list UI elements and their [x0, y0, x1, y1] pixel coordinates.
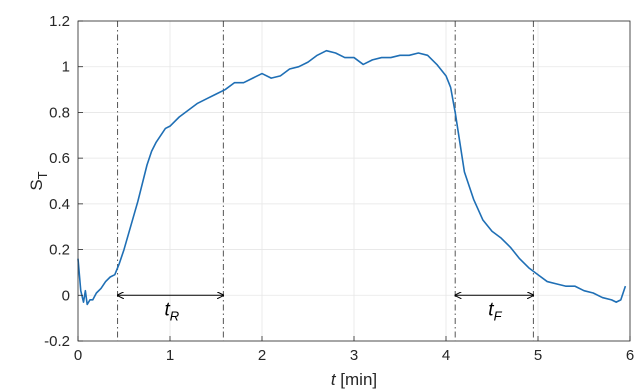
y-tick-label: 0 — [62, 287, 70, 304]
interval-label: tF — [488, 299, 502, 323]
interval-label: tR — [164, 299, 179, 323]
y-axis-label-sub: T — [35, 171, 50, 179]
y-tick-label: 1 — [62, 59, 70, 76]
interval-label-main: t — [164, 299, 170, 320]
x-tick-label: 5 — [534, 347, 542, 364]
x-tick-label: 0 — [74, 347, 82, 364]
annotations: tR tF — [118, 295, 534, 323]
y-tick-label: 1.2 — [49, 13, 70, 30]
series-line — [77, 49, 627, 306]
x-axis-label: t [min] — [331, 370, 377, 389]
x-axis-label-var: t — [331, 370, 337, 389]
y-tick-label: 0.6 — [49, 150, 70, 167]
x-tick-label: 4 — [442, 347, 450, 364]
x-tick-label: 1 — [166, 347, 174, 364]
x-tick-label: 3 — [350, 347, 358, 364]
y-tick-label: -0.2 — [44, 333, 70, 350]
x-tick-label: 2 — [258, 347, 266, 364]
y-axis-label-main: S — [27, 179, 46, 190]
x-axis-label-unit: [min] — [336, 370, 378, 389]
interval-label-sub: R — [170, 308, 179, 323]
vertical-markers — [117, 21, 534, 341]
x-tick-label: 6 — [626, 347, 634, 364]
interval-label-main: t — [488, 299, 494, 320]
interval-label-sub: F — [494, 308, 503, 323]
y-tick-label: 0.2 — [49, 242, 70, 259]
y-tick-label: 0.8 — [49, 104, 70, 121]
ticks: 0 1 2 3 4 5 6-0.200.20.40.60.811.2 — [44, 13, 634, 364]
y-axis-label: ST — [27, 171, 50, 190]
y-tick-label: 0.4 — [49, 196, 70, 213]
series-layer — [77, 49, 627, 306]
